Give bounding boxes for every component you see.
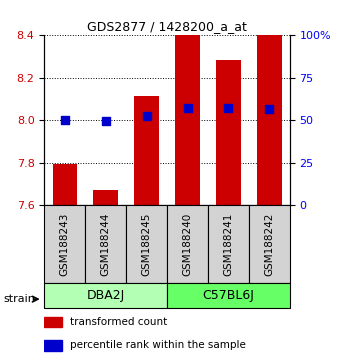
Text: GSM188245: GSM188245 bbox=[142, 212, 152, 276]
Point bbox=[62, 117, 68, 122]
Bar bbox=[134, 96, 159, 205]
Point bbox=[226, 105, 231, 111]
Bar bbox=[257, 34, 282, 205]
Text: strain: strain bbox=[3, 294, 35, 304]
Text: GSM188244: GSM188244 bbox=[101, 212, 111, 276]
Bar bbox=[175, 34, 200, 205]
Bar bbox=[249, 205, 290, 283]
Bar bbox=[53, 164, 77, 205]
Text: DBA2J: DBA2J bbox=[87, 289, 125, 302]
Text: C57BL6J: C57BL6J bbox=[203, 289, 254, 302]
Bar bbox=[85, 205, 126, 283]
Point bbox=[144, 113, 149, 119]
Bar bbox=[167, 283, 290, 308]
Text: GSM188240: GSM188240 bbox=[182, 213, 193, 276]
Bar bbox=[208, 205, 249, 283]
Text: GSM188243: GSM188243 bbox=[60, 212, 70, 276]
Bar bbox=[44, 205, 85, 283]
Bar bbox=[44, 283, 167, 308]
Text: GSM188242: GSM188242 bbox=[264, 212, 275, 276]
Text: transformed count: transformed count bbox=[70, 317, 168, 327]
Point bbox=[185, 105, 190, 110]
Bar bbox=[44, 316, 62, 327]
Title: GDS2877 / 1428200_a_at: GDS2877 / 1428200_a_at bbox=[87, 20, 247, 33]
Point bbox=[103, 118, 108, 124]
Bar bbox=[126, 205, 167, 283]
Bar bbox=[93, 190, 118, 205]
Text: GSM188241: GSM188241 bbox=[223, 212, 234, 276]
Point bbox=[267, 107, 272, 112]
Bar bbox=[44, 340, 62, 350]
Bar bbox=[167, 205, 208, 283]
Bar bbox=[216, 60, 241, 205]
Text: percentile rank within the sample: percentile rank within the sample bbox=[70, 340, 246, 350]
